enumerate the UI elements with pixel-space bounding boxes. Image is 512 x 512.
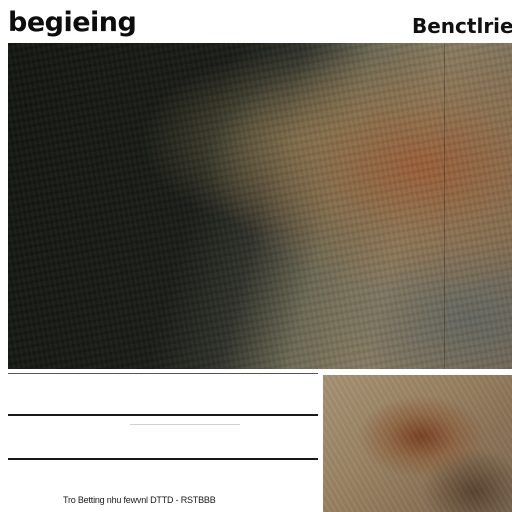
divider-middle (8, 414, 318, 416)
main-photo (8, 43, 512, 369)
divider-bottom (8, 458, 318, 460)
section-title: Benctlrie (412, 14, 512, 38)
divider-top (8, 373, 318, 374)
caption-text: Tro Betting nhu fewvnl DTTD - RSTBBB (63, 495, 216, 505)
thumbnail-photo (323, 375, 512, 512)
divider-faint (130, 424, 240, 425)
page-title: begieing (8, 7, 137, 38)
photo-seam (444, 43, 445, 369)
